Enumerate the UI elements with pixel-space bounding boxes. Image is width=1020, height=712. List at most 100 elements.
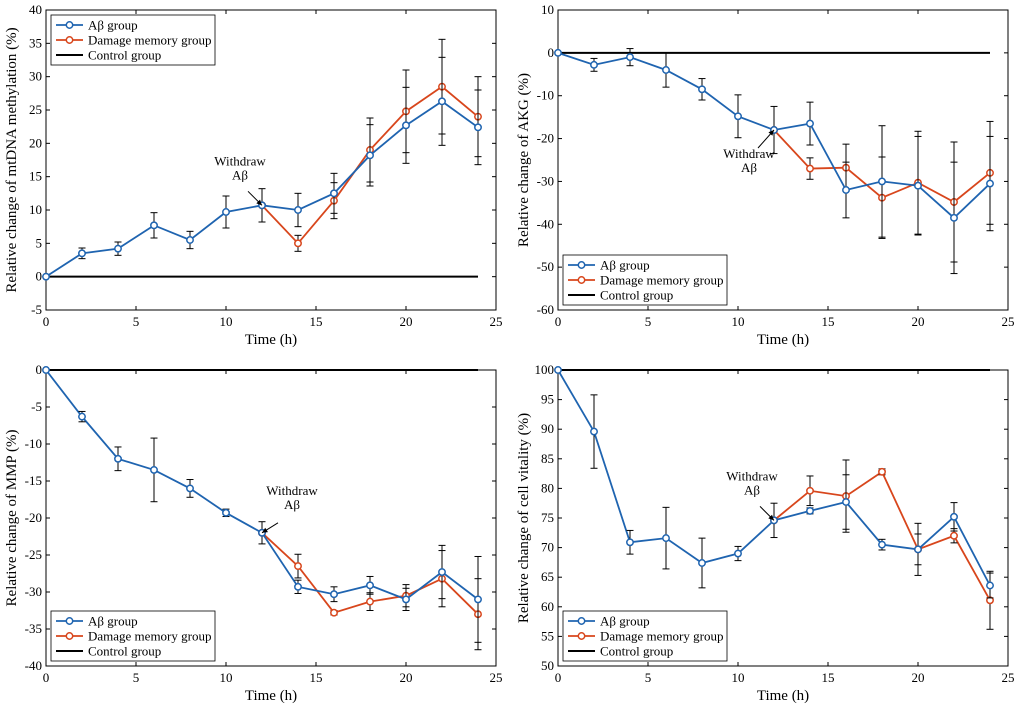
legend-marker-abeta: [65, 617, 74, 625]
axes-box: [45, 9, 497, 311]
data-point-abeta: [42, 272, 50, 281]
data-point-abeta: [734, 549, 742, 558]
data-point-abeta: [330, 189, 338, 198]
y-tick-label: -15: [25, 473, 42, 488]
y-tick-label: 95: [541, 392, 554, 407]
data-point-abeta: [662, 66, 670, 74]
data-point-abeta: [626, 538, 634, 547]
legend-entry: Aβ group: [88, 614, 138, 629]
data-point-abeta: [986, 581, 994, 590]
y-tick-label: -30: [25, 584, 42, 599]
data-point-abeta: [554, 366, 562, 374]
annotation-abeta: Aβ: [284, 497, 300, 512]
data-point-abeta: [878, 177, 886, 186]
x-tick-label: 0: [43, 314, 50, 329]
data-point-abeta: [590, 427, 598, 436]
y-tick-label: 30: [29, 69, 42, 84]
y-tick-label: 0: [36, 362, 43, 377]
data-point-abeta: [698, 559, 706, 567]
x-tick-label: 15: [822, 670, 835, 685]
x-tick-label: 25: [1002, 670, 1015, 685]
x-tick-label: 5: [133, 670, 140, 685]
legend-marker-abeta: [577, 617, 586, 625]
data-point-abeta: [554, 48, 562, 57]
data-point-abeta: [914, 181, 922, 190]
y-tick-label: 35: [29, 35, 42, 50]
data-point-damage: [878, 467, 886, 476]
data-point-damage: [294, 562, 302, 571]
annotation-arrowhead: [768, 130, 774, 136]
y-axis-label: Relative change of cell vitality (%): [516, 413, 532, 623]
y-tick-label: 55: [541, 628, 554, 643]
y-tick-label: -40: [537, 216, 554, 231]
y-tick-label: 80: [541, 480, 554, 495]
data-point-abeta: [842, 186, 850, 194]
x-tick-label: 20: [912, 314, 925, 329]
series-line-abeta: [45, 369, 479, 601]
legend-entry: Damage memory group: [88, 629, 211, 644]
x-tick-label: 15: [310, 314, 323, 329]
x-tick-label: 5: [645, 314, 652, 329]
data-point-damage: [366, 597, 374, 606]
y-tick-label: -30: [537, 173, 554, 188]
y-tick-label: -50: [537, 259, 554, 274]
x-tick-label: 15: [310, 670, 323, 685]
y-axis-label: Relative change of AKG (%): [516, 73, 532, 247]
y-axis-label: Relative change of MMP (%): [4, 430, 20, 607]
data-point-abeta: [186, 236, 194, 244]
legend-entry: Damage memory group: [600, 629, 723, 644]
y-tick-label: -20: [25, 510, 42, 525]
x-tick-label: 20: [912, 670, 925, 685]
annotation-withdraw: Withdraw: [723, 146, 775, 161]
legend-entry: Damage memory group: [600, 273, 723, 288]
x-axis-label: Time (h): [757, 332, 809, 348]
y-tick-label: 50: [541, 658, 554, 673]
legend-entry: Aβ group: [600, 614, 650, 629]
y-tick-label: -35: [25, 621, 42, 636]
legend-entry: Control group: [600, 288, 673, 303]
x-tick-label: 20: [400, 670, 413, 685]
annotation-abeta: Aβ: [232, 167, 248, 182]
y-tick-label: -20: [537, 131, 554, 146]
data-point-abeta: [438, 568, 446, 576]
x-tick-label: 20: [400, 314, 413, 329]
x-tick-label: 10: [220, 314, 233, 329]
data-point-abeta: [150, 221, 158, 230]
annotation-withdraw: Withdraw: [726, 468, 778, 483]
x-tick-label: 10: [220, 670, 233, 685]
y-tick-label: -25: [25, 547, 42, 562]
x-tick-label: 10: [732, 670, 745, 685]
data-point-abeta: [590, 60, 598, 69]
x-tick-label: 0: [555, 670, 562, 685]
x-tick-label: 5: [133, 314, 140, 329]
y-tick-label: 70: [541, 540, 554, 555]
y-tick-label: 10: [29, 202, 42, 217]
data-point-abeta: [150, 465, 158, 474]
y-tick-label: 100: [535, 362, 555, 377]
annotation-withdraw: Withdraw: [214, 153, 266, 168]
x-tick-label: 15: [822, 314, 835, 329]
x-tick-label: 10: [732, 314, 745, 329]
annotation-arrowhead: [256, 199, 262, 206]
x-tick-label: 25: [490, 670, 503, 685]
data-point-abeta: [438, 97, 446, 106]
data-point-abeta: [222, 508, 230, 517]
legend-marker-damage: [65, 632, 74, 640]
x-axis-label: Time (h): [757, 688, 809, 704]
y-tick-label: 0: [36, 269, 43, 284]
legend-entry: Damage memory group: [88, 33, 211, 48]
data-point-abeta: [402, 595, 410, 604]
chart-cell-vitality: 0 5 10 15 20 25 50 55 60 65 70 75 80 85 90 95 100 Time (h…: [516, 362, 1015, 704]
data-point-abeta: [626, 53, 634, 62]
y-tick-label: -40: [25, 658, 42, 673]
data-point-abeta: [662, 534, 670, 543]
legend-entry: Control group: [88, 48, 161, 63]
x-axis-label: Time (h): [245, 688, 297, 704]
data-point-abeta: [366, 581, 374, 590]
data-point-abeta: [222, 208, 230, 216]
x-tick-label: 25: [490, 314, 503, 329]
data-point-abeta: [474, 595, 482, 604]
data-point-abeta: [950, 213, 958, 222]
y-tick-label: 85: [541, 451, 554, 466]
